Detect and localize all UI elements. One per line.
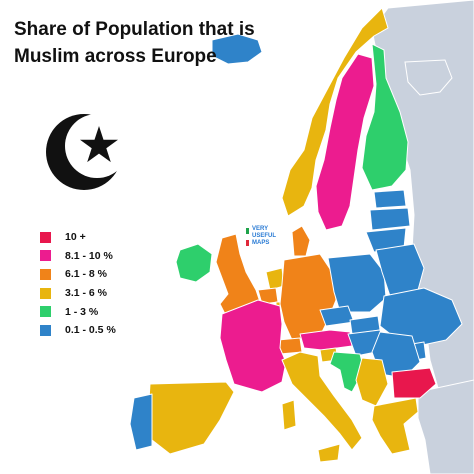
region-turkey	[417, 379, 474, 474]
country-estonia	[373, 189, 407, 209]
map-title: Share of Population that is Muslim acros…	[14, 19, 255, 67]
legend-swatch	[40, 268, 51, 280]
legend-swatch	[40, 231, 51, 243]
country-latvia	[369, 207, 411, 231]
legend-item: 10 +	[40, 228, 116, 247]
flag-icon	[246, 228, 249, 246]
legend-label: 10 +	[65, 231, 86, 244]
country-poland	[327, 253, 387, 313]
legend-swatch	[40, 250, 51, 262]
country-sardinia	[281, 399, 297, 431]
country-france	[219, 299, 287, 393]
country-ireland	[175, 243, 213, 283]
country-austria	[299, 329, 353, 351]
country-iceland	[211, 33, 263, 65]
country-norway	[281, 7, 389, 217]
star-icon	[80, 126, 118, 163]
country-sicily	[317, 443, 341, 463]
region-kola	[404, 59, 453, 96]
legend-label: 0.1 - 0.5 %	[65, 324, 116, 337]
country-italy	[281, 351, 363, 451]
legend-item: 8.1 - 10 %	[40, 247, 116, 266]
legend-item: 3.1 - 6 %	[40, 284, 116, 303]
country-greece	[371, 397, 419, 455]
watermark-logo: VERY USEFUL MAPS	[246, 226, 286, 247]
legend-item: 6.1 - 8 %	[40, 265, 116, 284]
country-czechia	[319, 305, 355, 327]
legend-label: 6.1 - 8 %	[65, 268, 108, 281]
country-ukraine	[379, 287, 463, 347]
legend-swatch	[40, 287, 51, 299]
watermark-text: VERY USEFUL MAPS	[252, 226, 276, 246]
country-finland	[361, 43, 409, 191]
country-sweden	[315, 53, 375, 231]
legend: 10 + 8.1 - 10 % 6.1 - 8 % 3.1 - 6 % 1 - …	[40, 228, 116, 340]
legend-swatch	[40, 324, 51, 336]
legend-label: 1 - 3 %	[65, 305, 99, 318]
country-portugal	[129, 393, 153, 451]
legend-item: 1 - 3 %	[40, 302, 116, 321]
country-croatia	[329, 351, 365, 393]
legend-label: 3.1 - 6 %	[65, 287, 108, 300]
country-denmark	[291, 225, 311, 257]
country-bulgaria	[391, 367, 437, 399]
legend-label: 8.1 - 10 %	[65, 249, 113, 262]
star-and-crescent-icon	[46, 114, 122, 190]
legend-item: 0.1 - 0.5 %	[40, 321, 116, 340]
legend-swatch	[40, 306, 51, 318]
